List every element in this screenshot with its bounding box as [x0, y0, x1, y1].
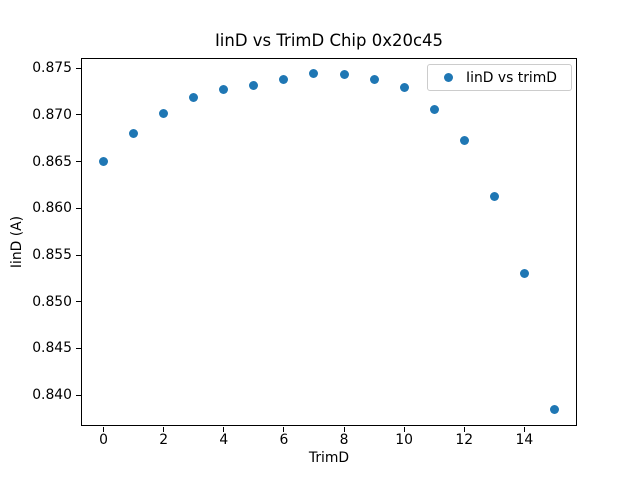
x-tick-mark	[403, 427, 405, 432]
x-tick-mark	[103, 427, 105, 432]
x-tick-mark	[463, 427, 465, 432]
y-tick-label: 0.850	[32, 293, 72, 310]
legend-label: IinD vs trimD	[466, 69, 557, 86]
scatter-point	[309, 69, 319, 79]
scatter-point	[279, 74, 289, 84]
chart-title: IinD vs TrimD Chip 0x20c45	[214, 31, 444, 50]
y-axis-label: IinD (A)	[9, 215, 25, 269]
scatter-point	[99, 157, 109, 167]
scatter-point	[459, 135, 469, 145]
y-tick-label: 0.865	[32, 153, 72, 170]
x-axis-label: TrimD	[308, 450, 350, 466]
x-tick-label: 10	[395, 432, 413, 448]
y-tick-mark	[76, 207, 81, 209]
y-tick-label: 0.870	[32, 106, 72, 123]
y-tick-mark	[76, 347, 81, 349]
scatter-point	[549, 404, 559, 414]
y-tick-label: 0.840	[32, 387, 72, 404]
x-tick-label: 12	[455, 432, 474, 448]
y-tick-mark	[76, 114, 81, 116]
y-tick-label: 0.860	[32, 200, 72, 217]
scatter-point	[489, 191, 499, 201]
legend: IinD vs trimD	[427, 64, 572, 91]
x-tick-mark	[523, 427, 525, 432]
y-tick-mark	[76, 254, 81, 256]
y-tick-label: 0.845	[32, 340, 72, 357]
y-tick-mark	[76, 67, 81, 69]
scatter-point	[159, 108, 169, 118]
scatter-point	[249, 80, 259, 90]
x-tick-label: 4	[219, 432, 229, 448]
x-tick-label: 2	[159, 432, 169, 448]
scatter-point	[219, 85, 229, 95]
scatter-point	[519, 269, 529, 279]
y-tick-mark	[76, 301, 81, 303]
y-tick-mark	[76, 394, 81, 396]
scatter-point	[339, 70, 349, 80]
scatter-point	[369, 74, 379, 84]
scatter-point	[399, 83, 409, 93]
y-tick-label: 0.855	[32, 247, 72, 264]
x-tick-label: 6	[279, 432, 289, 448]
x-tick-label: 14	[515, 432, 534, 448]
scatter-point	[129, 129, 139, 139]
plot-area	[81, 58, 577, 426]
x-tick-mark	[163, 427, 165, 432]
legend-marker-icon	[444, 73, 453, 82]
x-tick-label: 0	[99, 432, 108, 448]
scatter-point	[189, 92, 199, 102]
x-tick-label: 8	[339, 432, 349, 448]
scatter-point	[429, 104, 439, 114]
x-tick-mark	[343, 427, 345, 432]
x-tick-mark	[283, 427, 285, 432]
y-tick-mark	[76, 161, 81, 163]
y-tick-label: 0.875	[32, 60, 72, 77]
x-tick-mark	[223, 427, 225, 432]
